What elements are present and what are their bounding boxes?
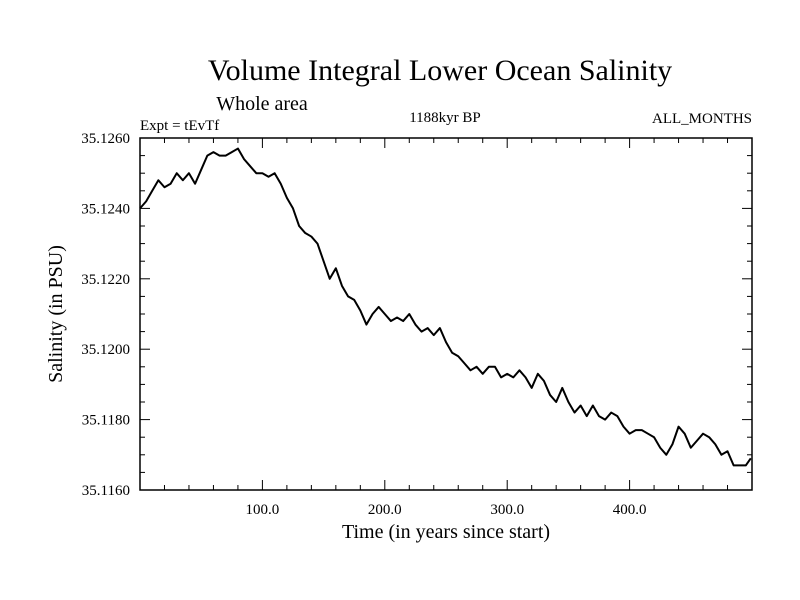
expt-label: Expt = tEvTf	[140, 118, 219, 134]
axis-ticks	[140, 138, 752, 490]
y-axis-label: Salinity (in PSU)	[45, 245, 67, 383]
y-tick-label: 35.1160	[82, 483, 130, 499]
x-tick-label: 200.0	[368, 502, 402, 518]
period-label: 1188kyr BP	[409, 110, 481, 126]
y-tick-label: 35.1180	[82, 413, 130, 429]
months-label: ALL_MONTHS	[652, 111, 752, 127]
x-tick-label: 300.0	[490, 502, 524, 518]
chart-subtitle: Whole area	[216, 93, 308, 115]
x-tick-label: 100.0	[246, 502, 280, 518]
y-tick-labels: 35.1160 35.1180 35.1200 35.1220 35.1240 35.12…	[81, 131, 130, 499]
plot-frame	[139, 137, 753, 491]
chart-title: Volume Integral Lower Ocean Salinity	[208, 54, 672, 87]
x-axis-label: Time (in years since start)	[342, 521, 550, 543]
x-tick-label: 400.0	[613, 502, 647, 518]
y-tick-label: 35.1260	[81, 131, 130, 147]
series-line-salinity	[139, 147, 752, 467]
x-tick-labels: 100.0 200.0 300.0 400.0	[246, 502, 647, 518]
y-tick-label: 35.1200	[81, 342, 130, 358]
y-tick-label: 35.1220	[81, 272, 130, 288]
y-tick-label: 35.1240	[81, 201, 130, 217]
